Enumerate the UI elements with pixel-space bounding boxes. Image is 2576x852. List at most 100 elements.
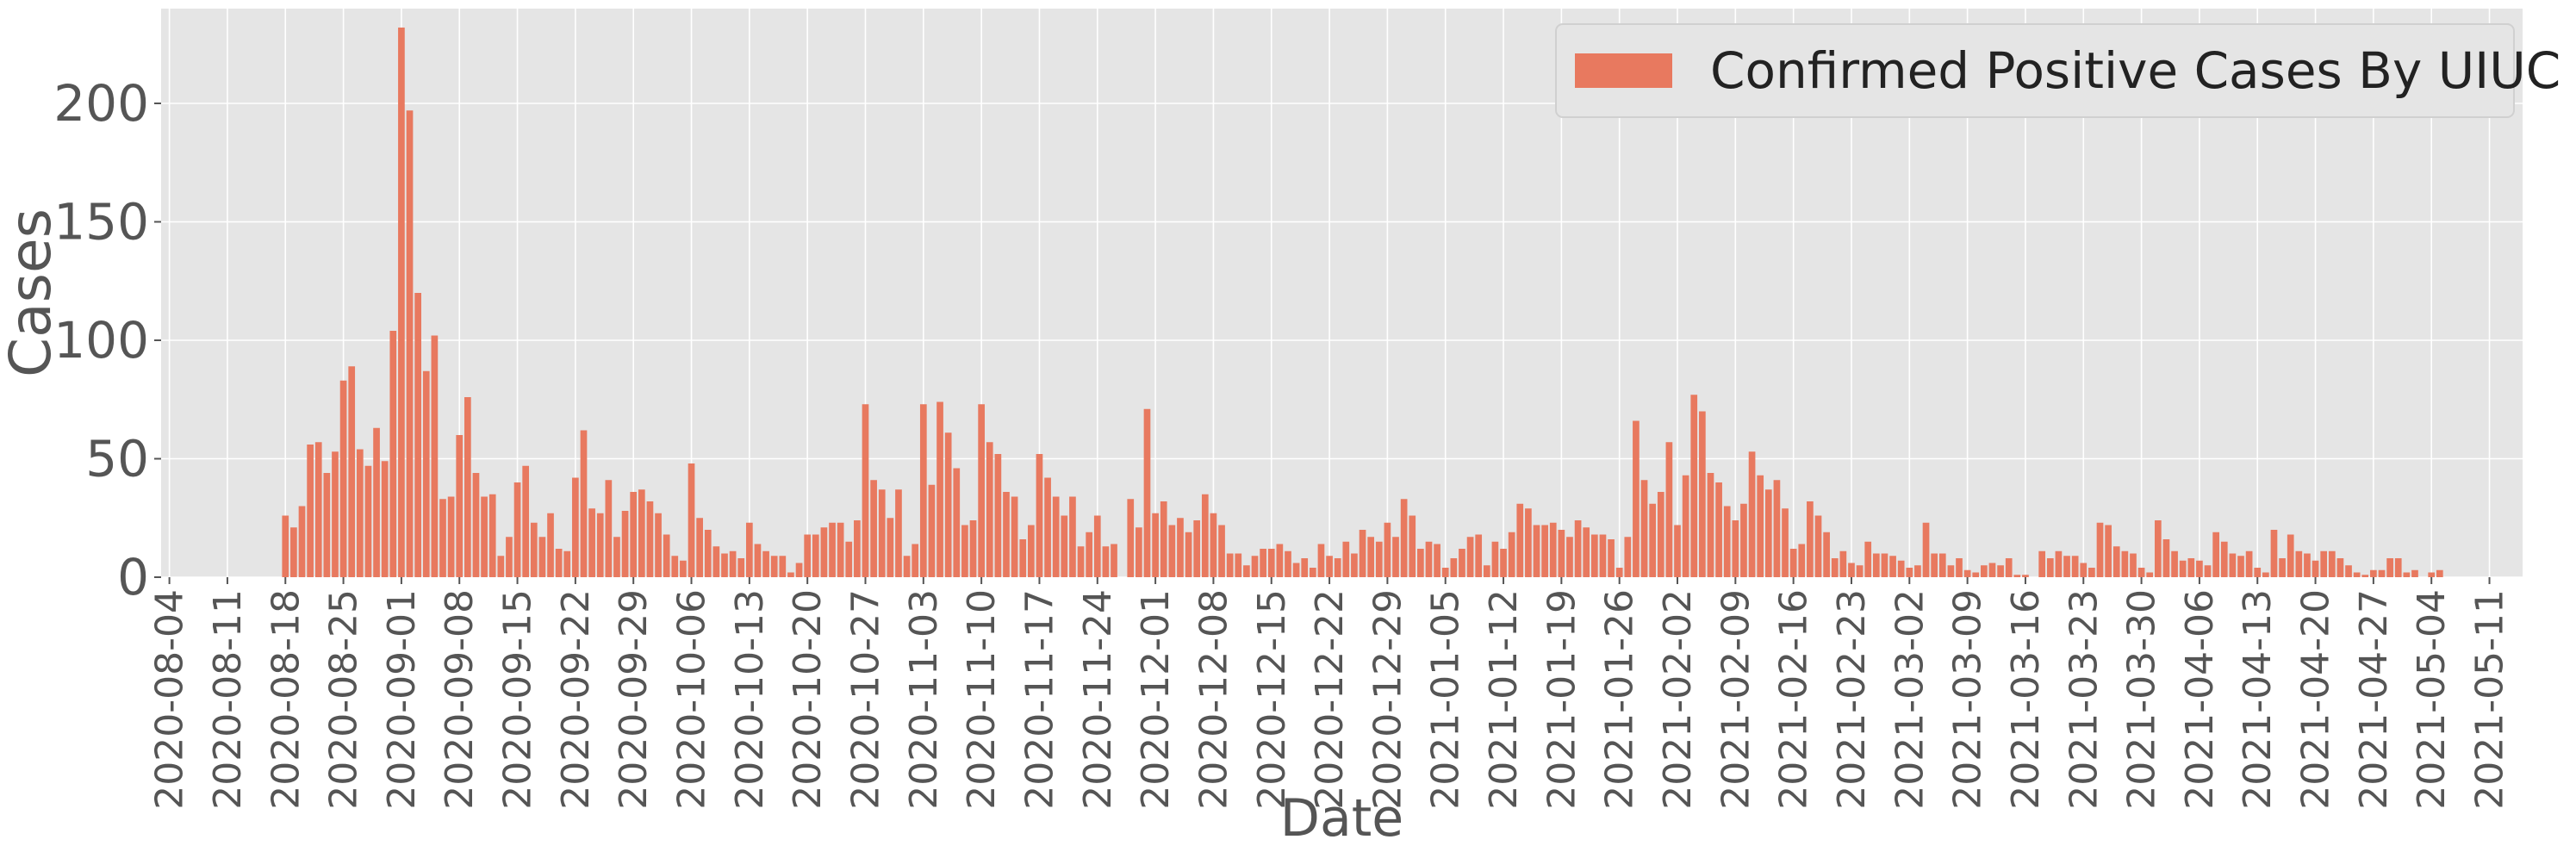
bar bbox=[1466, 537, 1474, 577]
bar bbox=[1525, 508, 1532, 577]
bar bbox=[2022, 575, 2029, 577]
bar bbox=[1640, 480, 1648, 577]
bar bbox=[978, 404, 985, 577]
bar bbox=[2411, 569, 2418, 577]
bar bbox=[837, 522, 844, 577]
bar bbox=[422, 370, 430, 577]
bar bbox=[1235, 553, 1242, 577]
bar bbox=[1516, 503, 1524, 577]
x-tick-label: 2021-02-16 bbox=[1772, 589, 1816, 810]
x-tick-label: 2021-04-27 bbox=[2352, 589, 2396, 810]
bar bbox=[737, 558, 745, 577]
bar bbox=[464, 397, 471, 577]
bar bbox=[912, 544, 919, 577]
bar bbox=[1441, 568, 1449, 577]
x-tick-label: 2020-12-15 bbox=[1250, 589, 1294, 810]
bar bbox=[547, 513, 554, 577]
bar bbox=[1334, 558, 1341, 577]
x-tick-label: 2021-01-26 bbox=[1598, 589, 1642, 810]
bar bbox=[431, 335, 439, 577]
bar bbox=[754, 544, 762, 577]
bar bbox=[1086, 532, 1093, 577]
bar bbox=[1508, 532, 1515, 577]
bar bbox=[2080, 563, 2088, 577]
bar bbox=[1351, 553, 1358, 577]
y-tick-label: 200 bbox=[53, 74, 149, 133]
bar bbox=[1906, 568, 1913, 577]
bar bbox=[1590, 534, 1598, 577]
bar bbox=[406, 110, 414, 577]
bar bbox=[298, 506, 306, 577]
bar bbox=[2055, 550, 2063, 577]
bar bbox=[1019, 539, 1027, 577]
bar bbox=[1956, 558, 1963, 577]
bar bbox=[339, 380, 347, 577]
bar bbox=[2088, 568, 2095, 577]
bar bbox=[282, 515, 289, 577]
bar bbox=[688, 463, 695, 577]
bar bbox=[704, 530, 712, 577]
bar bbox=[314, 442, 322, 577]
bar bbox=[1608, 539, 1615, 577]
bar bbox=[307, 445, 314, 577]
x-tick-label: 2020-11-17 bbox=[1017, 589, 1061, 810]
bar bbox=[1392, 537, 1399, 577]
bar bbox=[1699, 411, 1706, 577]
x-tick-label: 2020-08-18 bbox=[264, 589, 308, 810]
bar bbox=[1003, 492, 1010, 577]
bar bbox=[1111, 544, 1117, 577]
x-tick-label: 2021-01-19 bbox=[1540, 589, 1584, 810]
bar bbox=[646, 501, 654, 577]
bar bbox=[1972, 572, 1980, 577]
bar bbox=[655, 513, 662, 577]
bar bbox=[770, 556, 778, 577]
bar bbox=[1011, 496, 1018, 577]
bar bbox=[596, 513, 604, 577]
bar bbox=[1574, 520, 1582, 577]
bar bbox=[1500, 549, 1507, 577]
bar bbox=[1375, 541, 1383, 577]
bar bbox=[2096, 522, 2104, 577]
bar bbox=[1251, 556, 1259, 577]
x-tick-label: 2020-09-01 bbox=[380, 589, 424, 810]
bar bbox=[969, 520, 977, 577]
legend-label: Confirmed Positive Cases By UIUC bbox=[1710, 41, 2560, 100]
bar bbox=[2105, 525, 2112, 577]
bar bbox=[348, 366, 356, 577]
bar bbox=[1674, 525, 1681, 577]
bar bbox=[961, 525, 968, 577]
bar bbox=[1682, 475, 1689, 577]
bar bbox=[1764, 489, 1772, 577]
bar bbox=[1210, 513, 1217, 577]
bar bbox=[2403, 572, 2411, 577]
bar bbox=[1193, 520, 1201, 577]
bar bbox=[1491, 541, 1499, 577]
bar bbox=[2279, 558, 2286, 577]
bar bbox=[1243, 565, 1250, 577]
bar bbox=[1807, 501, 1814, 577]
bar bbox=[1317, 544, 1325, 577]
bar bbox=[439, 499, 446, 577]
bar bbox=[1077, 546, 1085, 577]
bar bbox=[1657, 492, 1664, 577]
bar bbox=[1384, 522, 1391, 577]
x-tick-label: 2021-03-02 bbox=[1888, 589, 1932, 810]
bar bbox=[1185, 532, 1192, 577]
bar bbox=[1417, 549, 1424, 577]
x-tick-label: 2021-04-20 bbox=[2294, 589, 2338, 810]
x-tick-label: 2020-08-04 bbox=[148, 589, 192, 810]
bar bbox=[862, 404, 869, 577]
bar bbox=[1069, 496, 1076, 577]
bar bbox=[1690, 395, 1698, 577]
bar bbox=[1549, 522, 1557, 577]
bar bbox=[2229, 553, 2237, 577]
bar bbox=[1093, 515, 1101, 577]
bar bbox=[2038, 550, 2046, 577]
bar bbox=[2162, 539, 2170, 577]
bar bbox=[2312, 560, 2319, 577]
x-tick-label: 2020-10-06 bbox=[670, 589, 714, 810]
legend: Confirmed Positive Cases By UIUC bbox=[1555, 23, 2560, 118]
x-tick-label: 2021-01-05 bbox=[1424, 589, 1468, 810]
x-tick-label: 2021-02-02 bbox=[1656, 589, 1700, 810]
x-tick-label: 2020-11-24 bbox=[1076, 589, 1120, 810]
